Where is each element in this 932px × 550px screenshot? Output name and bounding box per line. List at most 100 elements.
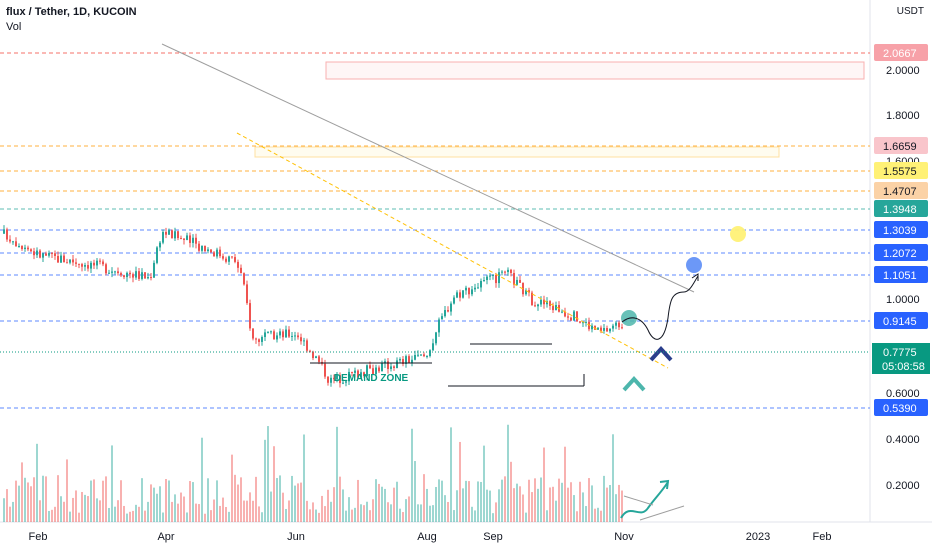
candle-body [105,264,107,274]
volume-trendline-upper [623,495,654,506]
volume-bar [48,510,50,522]
descending-trendline[interactable] [161,43,695,293]
volume-bar [435,486,437,522]
volume-bar [471,506,473,522]
volume-bar [531,492,533,522]
price-level-label: 0.9145 [883,316,917,328]
candle-body [405,356,407,364]
volume-bar [573,495,575,522]
time-axis-label: Sep [483,531,503,543]
candle-body [255,338,257,340]
volume-bar [15,480,17,522]
volume-bar [534,478,536,522]
candle-body [459,292,461,298]
volume-bar [369,510,371,522]
volume-bar [240,477,242,522]
candle-body [252,328,254,339]
volume-bar [3,498,5,522]
time-labels: Feb Apr Jun Aug Sep Nov 2023 Feb [29,531,832,543]
volume-bar [561,482,563,522]
symbol-title[interactable]: flux / Tether, 1D, KUCOIN [6,6,137,18]
candle-body [165,231,167,235]
volume-bar [9,506,11,522]
plot-area[interactable] [0,0,870,522]
candle-body [474,287,476,290]
volume-bar [279,475,281,522]
candle-body [333,377,335,380]
time-axis-label: Feb [813,531,832,543]
candle-body [420,354,422,356]
volume-bar [504,476,506,522]
demand-zone-label: DEMAND ZONE [334,373,409,384]
candle-body [297,335,299,338]
candle-body [96,260,98,266]
volume-bar [288,500,290,522]
volume-bar [537,488,539,522]
volume-bar [330,501,332,522]
candle-body [69,259,71,263]
candle-body [432,343,434,351]
volume-bar [579,481,581,522]
volume-bar [486,489,488,522]
volume-bar [39,500,41,522]
candle-body [249,303,251,329]
volume-bar [612,434,614,522]
volume-bar [495,502,497,522]
candle-body [231,256,233,258]
candle-body [468,287,470,295]
volume-bar [297,483,299,522]
candle-body [276,335,278,340]
volume-bar [153,487,155,522]
volume-bar [249,492,251,522]
volume-bar [282,492,284,522]
volume-bar [489,490,491,522]
volume-bar [78,512,80,522]
volume-bar [519,486,521,522]
candle-body [549,301,551,306]
candle-body [552,305,554,311]
candle-body [504,271,506,273]
volume-bar [399,508,401,522]
price-tick-label: 1.0000 [886,294,920,306]
volume-bar [168,480,170,522]
candle-body [396,360,398,368]
candle-body [354,370,356,373]
candle-body [159,242,161,248]
candle-body [372,368,374,375]
price-level-label-bg [874,162,928,179]
volume-bar [417,504,419,522]
volume-bar [585,506,587,522]
price-level-label: 1.4707 [883,186,917,198]
volume-bar [138,506,140,522]
candle-body [384,361,386,364]
candle-body [264,332,266,338]
candle-body [456,292,458,298]
volume-trendline-lower [639,505,685,521]
candle-body [351,371,353,373]
price-tick-label: 1.8000 [886,110,920,122]
chevron-up-teal-icon [622,376,646,392]
candle-body [348,371,350,382]
price-ticks: 2.00001.80001.60001.00000.60000.40000.20… [886,65,920,492]
candle-body [357,370,359,378]
volume-bar [90,480,92,522]
dashed-trendline[interactable] [236,132,669,369]
resistance-zone-1 [254,146,780,158]
candle-body [453,297,455,304]
current-price-value: 0.7775 [883,347,917,359]
volume-bar [252,500,254,522]
volume-bar [210,510,212,522]
volume-indicator-label[interactable]: Vol [6,21,22,33]
volume-bar [477,481,479,522]
candle-body [567,316,569,318]
volume-bar [558,478,560,522]
candle-body [360,372,362,378]
candle-body [141,272,143,279]
candle-body [51,253,53,255]
price-tick-label: 0.4000 [886,434,920,446]
volume-bar [441,480,443,522]
volume-bar [411,428,413,522]
candle-body [414,354,416,360]
candle-body [423,354,425,357]
